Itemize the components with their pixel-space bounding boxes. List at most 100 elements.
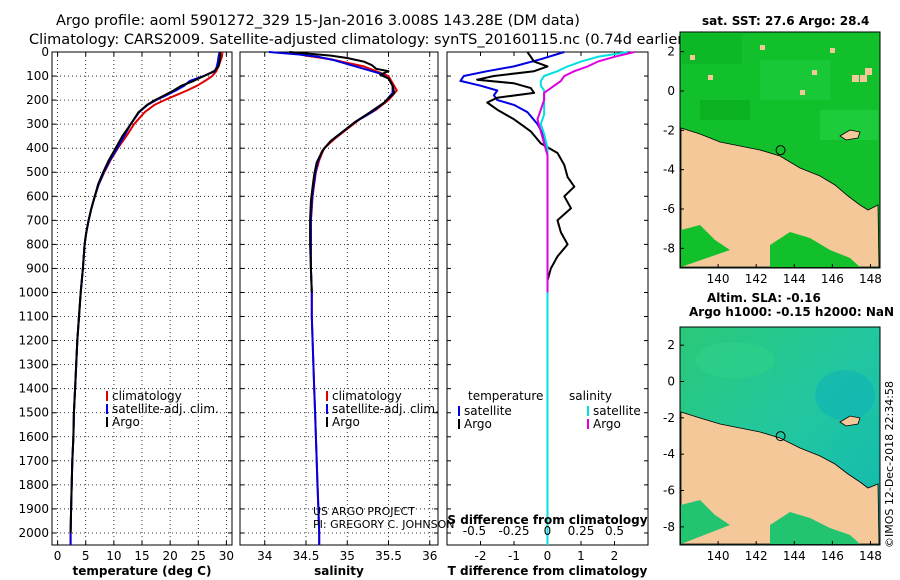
map-y-tick-label: -4	[663, 447, 675, 461]
legend-label: Argo	[593, 417, 621, 431]
legend-label: Argo	[112, 415, 140, 429]
series-line-climatology	[69, 51, 224, 545]
depth-tick-label: 400	[26, 141, 49, 155]
figure-title-line2: Climatology: CARS2009. Satellite-adjuste…	[29, 32, 689, 48]
map-x-tick-label: 148	[859, 549, 882, 563]
map-y-tick-label: -6	[663, 484, 675, 498]
legend-heading-salinity: salinity	[569, 389, 612, 403]
sla-south-sea2	[770, 512, 860, 544]
x-top-tick-label: 0.25	[568, 524, 595, 538]
map-y-tick-label: -6	[663, 202, 675, 216]
salinity-panel: 34 34.5 35 35.5 36 salinity climatologysatelli…	[239, 51, 439, 578]
map-x-tick-label: 146	[821, 272, 844, 286]
map-y-tick-label: 2	[667, 45, 675, 59]
depth-tick-label: 300	[26, 117, 49, 131]
x-tick-label: 15	[134, 549, 149, 563]
depth-tick-label: 900	[26, 261, 49, 275]
legend-heading-temperature: temperature	[468, 389, 543, 403]
series-line-argo	[69, 52, 222, 534]
map-y-tick-label: -2	[663, 123, 675, 137]
plot-frame	[51, 51, 233, 546]
sla-south-sea	[681, 500, 730, 544]
depth-tick-label: 2000	[18, 526, 49, 540]
figure-title-line1: Argo profile: aoml 5901272_329 15-Jan-20…	[56, 13, 580, 29]
sst-float-marker	[775, 145, 786, 156]
sla-land	[680, 411, 880, 545]
series-line-argo	[289, 51, 396, 293]
depth-tick-label: 1400	[18, 382, 49, 396]
x-tick-label: 20	[162, 549, 177, 563]
depth-tick-label: 1800	[18, 478, 49, 492]
depth-tick-label: 1200	[18, 334, 49, 348]
difference-panel: -2 -1 0 1 2T difference from climatology -0.5…	[446, 51, 649, 578]
depth-tick-label: 1600	[18, 430, 49, 444]
sla-float-marker	[775, 431, 786, 442]
x-top-axis-label: S difference from climatology	[447, 513, 647, 527]
imos-timestamp: ©IMOS 12-Dec-2018 22:34:58	[883, 381, 896, 548]
map-y-tick-label: 0	[667, 84, 675, 98]
sst-south-sea2	[770, 232, 860, 267]
sla-map-subtitle: Argo h1000: -0.15 h2000: NaN	[689, 305, 894, 319]
x-tick-label: 35.5	[375, 549, 402, 563]
sst-land	[680, 127, 880, 268]
x-top-tick-label: 0	[544, 524, 552, 538]
map-x-tick-label: 140	[707, 272, 730, 286]
plot-frame	[239, 51, 439, 546]
pi-credit: PI: GREGORY C. JOHNSON	[313, 518, 454, 531]
sst-island	[839, 129, 861, 141]
map-x-tick-label: 148	[859, 272, 882, 286]
x-top-tick-label: -0.25	[498, 524, 529, 538]
x-axis-label: salinity	[314, 564, 364, 578]
x-tick-label: 34.5	[293, 549, 320, 563]
legend-label: satellite-adj. clim.	[332, 402, 439, 416]
x-tick-label: 0	[544, 549, 552, 563]
x-tick-label: 36	[422, 549, 437, 563]
map-x-tick-label: 146	[821, 549, 844, 563]
x-tick-label: 25	[191, 549, 206, 563]
sla-blob1	[695, 342, 775, 378]
map-x-tick-label: 144	[783, 549, 806, 563]
sla-map-title: Altim. SLA: -0.16	[707, 291, 821, 305]
depth-tick-label: 1300	[18, 358, 49, 372]
x-top-tick-label: 0.5	[605, 524, 624, 538]
x-tick-label: -2	[475, 549, 487, 563]
sst-map-ticks: 140 142 144 146 148 2 0 -2 -4 -6 -8	[663, 45, 882, 286]
legend-label: Argo	[464, 417, 492, 431]
sla-blob2	[815, 370, 875, 420]
depth-tick-label: 500	[26, 165, 49, 179]
depth-tick-label: 1000	[18, 285, 49, 299]
map-y-tick-label: 0	[667, 375, 675, 389]
legend-label: satellite	[464, 404, 512, 418]
depth-tick-label: 700	[26, 213, 49, 227]
sla-island	[839, 415, 861, 427]
legend-label: climatology	[332, 389, 402, 403]
map-y-tick-label: -4	[663, 163, 675, 177]
series-line-satellite-adj-clim-	[69, 51, 221, 545]
series-line-salinity-argo	[536, 51, 635, 293]
map-x-tick-label: 140	[707, 549, 730, 563]
x-axis-label: T difference from climatology	[448, 564, 648, 578]
sla-map-ticks: 140 142 144 146 148 2 0 -2 -4 -6 -8	[663, 338, 882, 563]
depth-tick-label: 1900	[18, 502, 49, 516]
series-line-temperature-satellite	[459, 51, 565, 545]
depth-tick-label: 800	[26, 237, 49, 251]
x-tick-label: 1	[577, 549, 585, 563]
depth-tick-label: 600	[26, 189, 49, 203]
depth-tick-label: 100	[26, 69, 49, 83]
map-x-tick-label: 142	[745, 549, 768, 563]
series-line-temperature-argo	[476, 51, 576, 293]
depth-tick-label: 200	[26, 93, 49, 107]
map-y-tick-label: -8	[663, 520, 675, 534]
map-x-tick-label: 144	[783, 272, 806, 286]
x-axis-label: temperature (deg C)	[73, 564, 212, 578]
sst-map: 140 142 144 146 148 2 0 -2 -4 -6 -8	[663, 31, 882, 286]
depth-tick-label: 1100	[18, 310, 49, 324]
sst-south-sea	[681, 225, 730, 267]
x-tick-label: 10	[106, 549, 121, 563]
x-tick-label: 2	[611, 549, 619, 563]
series-line-climatology	[289, 51, 398, 545]
x-tick-label: 5	[82, 549, 90, 563]
map-y-tick-label: -8	[663, 241, 675, 255]
x-tick-label: 34	[257, 549, 272, 563]
